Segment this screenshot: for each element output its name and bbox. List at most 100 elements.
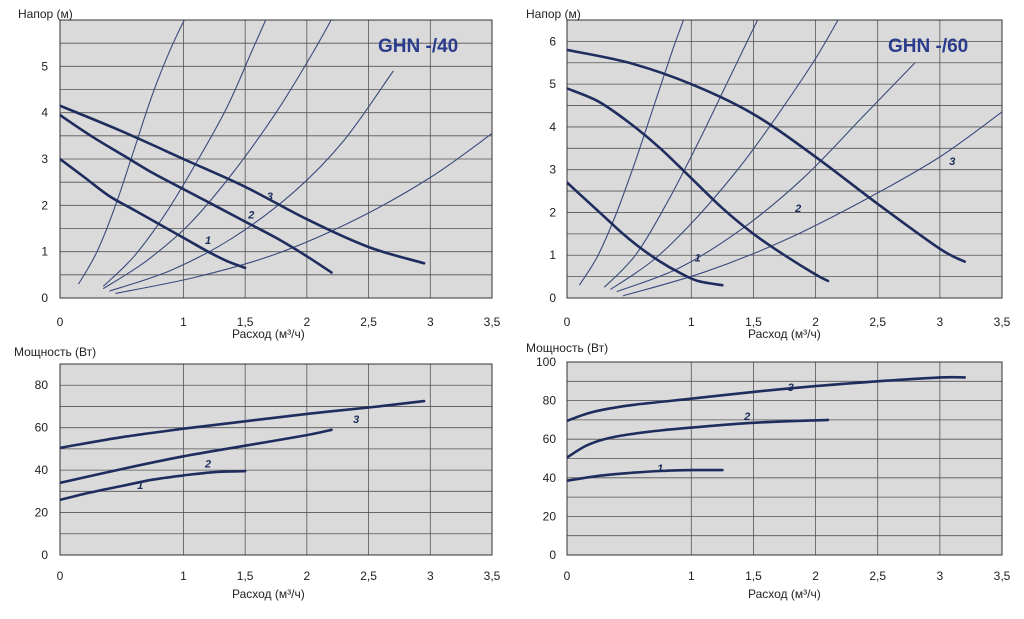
power40-series-1-line (60, 469, 247, 502)
head40-series-2-label: 2 (247, 210, 254, 222)
power40-ytick-label-3: 60 (35, 421, 49, 435)
head60-xtick-label-6: 3,5 (994, 315, 1011, 329)
head60-series-2-line (567, 87, 830, 283)
head40-series-2-line (60, 113, 333, 274)
power40-ytick-label-0: 0 (41, 548, 48, 562)
head40-curves-group (60, 20, 492, 294)
power60-ytick-label-5: 100 (536, 355, 556, 369)
power60-series-2-line (567, 418, 830, 459)
head60-series-1-line (567, 181, 724, 287)
power40-ytick-label-4: 80 (35, 378, 49, 392)
power-60-xlabel: Расход (м³/ч) (748, 587, 821, 601)
power40-xtick-label-4: 2,5 (360, 569, 377, 583)
power60-series-1-line (567, 468, 724, 482)
power40-series-1-label: 1 (137, 480, 143, 492)
head40-xtick-label-3: 2 (304, 315, 311, 329)
head-chart-ghn-40: 0 1 1,5 2 2,5 3 3,5 0 1 2 3 4 5 1 2 3 Напор (м) GHN -/40 Р… (18, 7, 501, 341)
head40-system-curve-1 (78, 20, 186, 285)
power40-xtick-label-2: 1,5 (237, 569, 254, 583)
power60-series-2-label: 2 (743, 411, 750, 423)
head60-ytick-label-2: 2 (549, 205, 556, 219)
power40-series-2-label: 2 (204, 459, 211, 471)
head40-series-3-line (60, 104, 426, 265)
power-chart-ghn-60: 0 1 1,5 2 2,5 3 3,5 0 20 40 60 80 100 1 2 3 Мощность (Вт… (526, 341, 1011, 601)
head-40-xlabel: Расход (м³/ч) (232, 327, 305, 341)
head60-ytick-label-3: 3 (549, 163, 556, 177)
head-60-xlabel: Расход (м³/ч) (748, 327, 821, 341)
head-40-ylabel: Напор (м) (18, 7, 73, 21)
head-chart-ghn-60: 0 1 1,5 2 2,5 3 3,5 0 1 2 3 4 5 6 1 2 3 Напор (м) GHN -/60… (526, 7, 1011, 341)
head40-ytick-label-2: 2 (41, 198, 48, 212)
power40-curves-group (60, 399, 426, 502)
power60-xtick-label-6: 3,5 (994, 569, 1011, 583)
head60-xtick-label-3: 2 (812, 315, 819, 329)
power40-xtick-label-1: 1 (180, 569, 187, 583)
power-60-ylabel: Мощность (Вт) (526, 341, 608, 355)
head60-plot-frame (566, 19, 1003, 299)
head-60-title: GHN -/60 (888, 36, 968, 57)
head40-ytick-label-1: 1 (41, 245, 48, 259)
power40-series-2-line (60, 428, 333, 485)
power60-xtick-label-0: 0 (564, 569, 571, 583)
head60-system-curve-1 (578, 20, 685, 286)
head60-xtick-label-2: 1,5 (745, 315, 762, 329)
power40-xtick-label-6: 3,5 (484, 569, 501, 583)
head60-xtick-label-4: 2,5 (869, 315, 886, 329)
power60-series-1-label: 1 (657, 463, 663, 475)
head40-ytick-label-3: 3 (41, 152, 48, 166)
power60-ytick-label-1: 20 (543, 509, 557, 523)
head60-series-1-label: 1 (694, 252, 700, 264)
power60-ytick-label-2: 40 (543, 471, 557, 485)
head60-ytick-label-4: 4 (549, 120, 556, 134)
head40-xtick-label-2: 1,5 (237, 315, 254, 329)
head40-xtick-label-4: 2,5 (360, 315, 377, 329)
power60-xtick-label-2: 1,5 (745, 569, 762, 583)
head-60-ylabel: Напор (м) (526, 7, 581, 21)
power40-plot-background (60, 364, 492, 555)
power60-xtick-label-5: 3 (937, 569, 944, 583)
head-40-title: GHN -/40 (378, 36, 458, 57)
power60-ytick-label-0: 0 (549, 548, 556, 562)
power60-ytick-label-3: 60 (543, 432, 557, 446)
power40-ytick-label-1: 20 (35, 506, 49, 520)
head60-system-curve-2 (603, 20, 759, 288)
power40-series-3-line (60, 399, 426, 450)
head40-xtick-label-5: 3 (427, 315, 434, 329)
head60-xtick-label-1: 1 (688, 315, 695, 329)
head60-system-curve-3 (610, 20, 839, 290)
head40-ytick-label-5: 5 (41, 59, 48, 73)
power60-ytick-label-4: 80 (543, 394, 557, 408)
head60-ytick-label-1: 1 (549, 248, 556, 262)
head40-ytick-label-0: 0 (41, 291, 48, 305)
head60-series-3-label: 3 (949, 156, 955, 168)
head40-xtick-label-1: 1 (180, 315, 187, 329)
power40-plot-frame (59, 363, 493, 556)
head60-system-curve-5 (622, 111, 1002, 297)
head40-system-curve-5 (115, 133, 492, 294)
power-chart-ghn-40: 0 1 1,5 2 2,5 3 3,5 0 20 40 60 80 1 2 3 Мощность (Вт) Ра… (14, 345, 501, 601)
power60-xtick-label-4: 2,5 (869, 569, 886, 583)
power40-xtick-label-0: 0 (57, 569, 64, 583)
head60-ytick-label-6: 6 (549, 34, 556, 48)
head40-ytick-label-4: 4 (41, 106, 48, 120)
head40-series-3-label: 3 (267, 191, 273, 203)
head60-xtick-label-0: 0 (564, 315, 571, 329)
head60-ytick-label-5: 5 (549, 77, 556, 91)
head60-series-2-label: 2 (794, 203, 801, 215)
power40-xtick-label-3: 2 (304, 569, 311, 583)
head60-curves-group (567, 20, 1002, 297)
head40-xtick-label-6: 3,5 (484, 315, 501, 329)
head60-xtick-label-5: 3 (937, 315, 944, 329)
power40-xtick-label-5: 3 (427, 569, 434, 583)
power-40-xlabel: Расход (м³/ч) (232, 587, 305, 601)
power60-curves-group (567, 375, 966, 482)
power60-xtick-label-1: 1 (688, 569, 695, 583)
power40-ytick-label-2: 40 (35, 463, 49, 477)
power-40-ylabel: Мощность (Вт) (14, 345, 96, 359)
power60-series-3-line (567, 375, 966, 423)
head40-system-curve-4 (109, 70, 394, 292)
power60-xtick-label-3: 2 (812, 569, 819, 583)
head60-ytick-label-0: 0 (549, 291, 556, 305)
head60-series-3-line (567, 48, 966, 263)
